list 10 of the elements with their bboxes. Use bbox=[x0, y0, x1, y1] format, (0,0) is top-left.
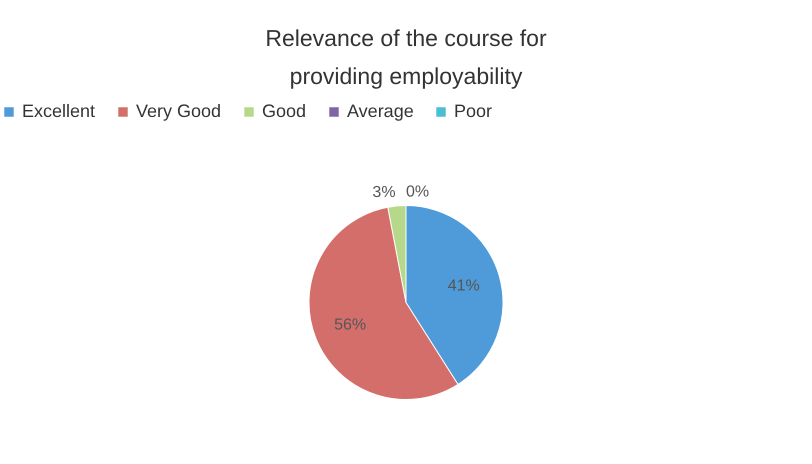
chart-title: Relevance of the course for providing employability bbox=[265, 25, 547, 89]
legend-label: Excellent bbox=[22, 101, 96, 121]
legend-label: Very Good bbox=[136, 101, 222, 121]
data-label: 3% bbox=[372, 184, 396, 201]
legend-label: Average bbox=[347, 101, 414, 121]
data-label: 41% bbox=[448, 278, 480, 295]
data-label: 56% bbox=[334, 316, 366, 334]
legend-label: Good bbox=[262, 101, 306, 121]
text: 0% bbox=[406, 184, 430, 200]
legend-label: Poor bbox=[454, 101, 492, 121]
